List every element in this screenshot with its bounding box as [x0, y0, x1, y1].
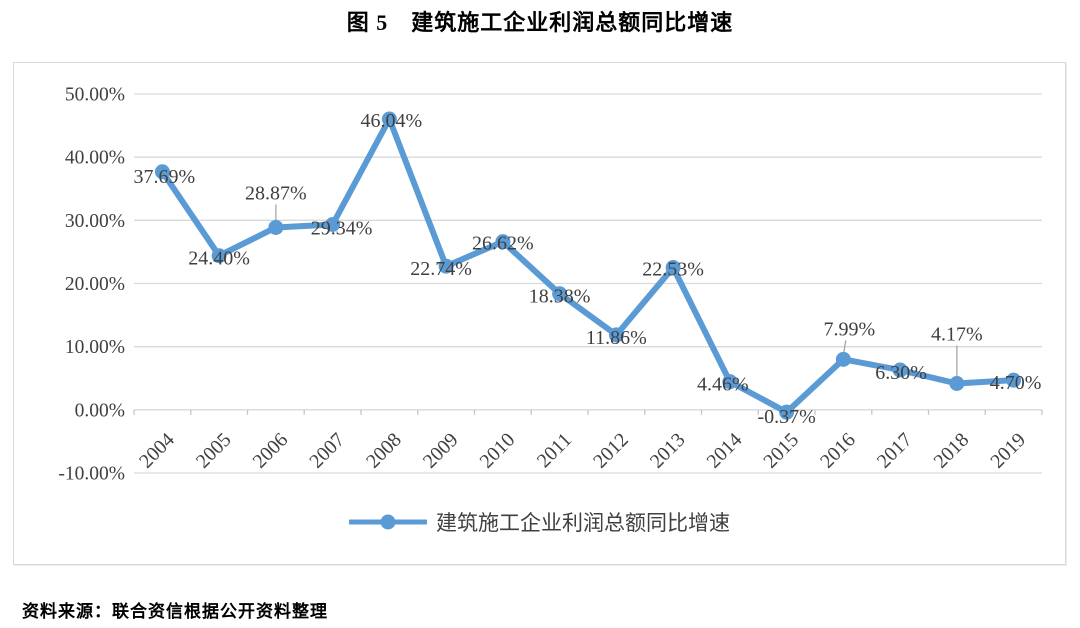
y-axis-label: 40.00% — [65, 148, 125, 169]
x-axis-label: 2014 — [703, 429, 747, 473]
data-label: 11.86% — [586, 327, 647, 349]
data-label: 28.87% — [245, 182, 307, 204]
data-label: 6.30% — [875, 362, 927, 384]
data-point-marker — [325, 217, 341, 233]
data-point-marker — [438, 258, 454, 274]
data-point-marker — [211, 248, 227, 264]
x-axis-label: 2005 — [192, 429, 236, 473]
legend-line-marker-icon — [349, 514, 427, 530]
data-label: 37.69% — [134, 166, 196, 188]
x-axis-label: 2006 — [249, 429, 293, 473]
data-point-marker — [722, 374, 738, 390]
series-line — [159, 116, 1017, 416]
x-axis-label: 2008 — [362, 429, 406, 473]
x-axis-label: 2017 — [873, 429, 917, 473]
data-point-marker — [608, 327, 624, 343]
x-axis-label: 2013 — [646, 429, 690, 473]
x-axis-label: 2004 — [135, 429, 179, 473]
x-axis-label: 2019 — [986, 429, 1030, 473]
data-point-marker — [154, 164, 170, 180]
y-axis-label: 50.00% — [65, 85, 125, 106]
x-axis-label: 2015 — [759, 429, 803, 473]
data-label: 46.04% — [361, 110, 423, 132]
data-label: 18.38% — [529, 286, 591, 308]
data-label: 7.99% — [824, 318, 876, 340]
y-axis-label: -10.00% — [58, 464, 125, 485]
data-point-marker — [268, 219, 284, 235]
line-chart-plot: 50.00% 40.00% 30.00% 20.00% 10.00% 0.00% -10.0… — [58, 85, 1043, 485]
legend-series-label: 建筑施工企业利润总额同比增速 — [436, 511, 730, 535]
data-point-marker — [381, 111, 397, 127]
data-point-marker — [949, 375, 965, 391]
chart-frame: 50.00% 40.00% 30.00% 20.00% 10.00% 0.00% -10.0… — [13, 62, 1066, 565]
x-axis-label: 2011 — [533, 429, 576, 472]
data-point-marker — [835, 351, 851, 367]
data-point-marker — [1006, 372, 1022, 388]
chart-title: 图 5 建筑施工企业利润总额同比增速 — [346, 10, 734, 35]
data-label: 26.62% — [472, 233, 534, 255]
x-axis-label: 2012 — [589, 429, 633, 473]
data-label: -0.37% — [757, 406, 815, 428]
x-axis-label: 2007 — [305, 429, 349, 473]
data-label: 4.46% — [697, 374, 749, 396]
data-point-marker — [495, 234, 511, 250]
data-point-marker — [552, 286, 568, 302]
x-axis-label: 2010 — [476, 429, 520, 473]
x-axis-label: 2018 — [930, 429, 974, 473]
y-axis-label: 0.00% — [75, 400, 125, 421]
data-point-marker — [665, 260, 681, 276]
data-label: 4.70% — [990, 372, 1042, 394]
data-label: 4.17% — [931, 323, 983, 345]
data-label: 29.34% — [311, 218, 373, 240]
legend: 建筑施工企业利润总额同比增速 — [14, 507, 1065, 537]
data-label: 22.53% — [642, 259, 704, 281]
data-label: 22.74% — [410, 258, 472, 280]
y-axis-label: 30.00% — [65, 211, 125, 232]
data-label: 24.40% — [188, 248, 250, 270]
x-axis-label: 2009 — [419, 429, 463, 473]
data-point-marker — [779, 404, 795, 420]
y-axis-label: 20.00% — [65, 274, 125, 295]
x-axis-label: 2016 — [816, 429, 860, 473]
data-point-marker — [892, 362, 908, 378]
source-note: 资料来源：联合资信根据公开资料整理 — [22, 602, 328, 621]
y-axis-label: 10.00% — [65, 337, 125, 358]
